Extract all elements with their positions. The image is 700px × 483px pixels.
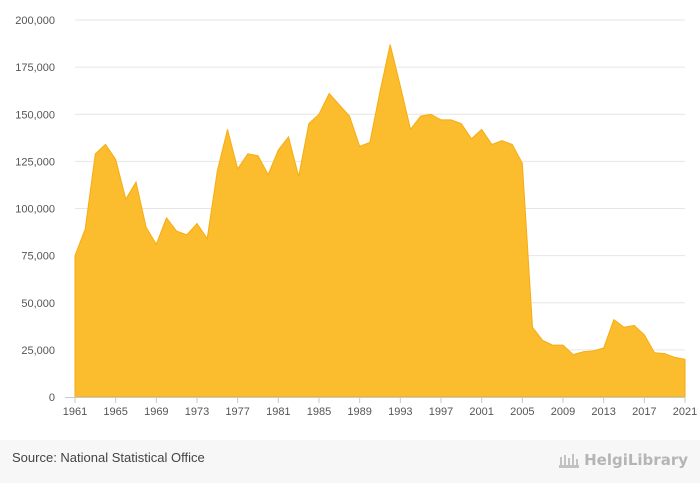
y-tick-label: 75,000 <box>21 251 55 263</box>
chart-footer: Source: National Statistical Office Helg… <box>0 440 700 483</box>
data-point <box>501 139 504 142</box>
data-point <box>155 243 158 246</box>
x-tick-label: 1977 <box>225 406 249 418</box>
x-tick-label: 2017 <box>632 406 656 418</box>
data-point <box>226 128 229 131</box>
data-point <box>409 128 412 131</box>
data-point <box>490 143 493 146</box>
data-point <box>572 353 575 356</box>
data-point <box>297 175 300 178</box>
data-point <box>602 346 605 349</box>
y-tick-label: 150,000 <box>15 109 55 121</box>
x-tick-label: 1981 <box>266 406 290 418</box>
y-tick-label: 25,000 <box>21 345 55 357</box>
data-point <box>368 141 371 144</box>
data-point <box>673 356 676 359</box>
data-point <box>379 90 382 93</box>
data-point <box>175 230 178 233</box>
x-tick-label: 1993 <box>388 406 412 418</box>
area-chart: 0 25,000 50,000 75,000 100,000 125,000 150,000… <box>15 15 697 418</box>
x-tick-label: 1985 <box>307 406 331 418</box>
y-tick-label: 0 <box>49 392 55 404</box>
data-point <box>643 333 646 336</box>
data-point <box>663 352 666 355</box>
data-point <box>684 358 687 361</box>
data-point <box>623 326 626 329</box>
data-point <box>470 137 473 140</box>
data-point <box>307 122 310 125</box>
data-point <box>206 237 209 240</box>
data-point <box>114 158 117 161</box>
x-axis: 1961 1965 1969 1973 1977 1981 1985 1989 1993 1997… <box>63 397 697 418</box>
y-tick-label: 175,000 <box>15 62 55 74</box>
data-point <box>429 113 432 116</box>
data-point <box>592 349 595 352</box>
y-tick-label: 50,000 <box>21 298 55 310</box>
data-point <box>633 324 636 327</box>
data-point <box>145 226 148 229</box>
library-icon <box>559 454 580 468</box>
y-tick-label: 100,000 <box>15 204 55 216</box>
data-point <box>277 149 280 152</box>
x-tick-label: 2005 <box>510 406 534 418</box>
data-point <box>551 344 554 347</box>
data-point <box>358 145 361 148</box>
data-point <box>480 128 483 131</box>
x-tick-label: 1969 <box>144 406 168 418</box>
y-tick-label: 125,000 <box>15 156 55 168</box>
y-tick-label: 200,000 <box>15 15 55 27</box>
data-point <box>246 152 249 155</box>
x-tick-label: 1989 <box>347 406 371 418</box>
data-point <box>94 152 97 155</box>
data-point <box>165 216 168 219</box>
data-point <box>348 115 351 118</box>
data-area <box>74 43 687 398</box>
data-point <box>267 173 270 176</box>
data-point <box>582 350 585 353</box>
area-series <box>74 44 686 398</box>
logo-text: HelgiLibrary <box>584 451 688 469</box>
data-point <box>389 43 392 46</box>
data-point <box>521 162 524 165</box>
data-point <box>236 167 239 170</box>
data-point <box>419 115 422 118</box>
data-point <box>124 198 127 201</box>
x-tick-label: 1997 <box>429 406 453 418</box>
data-point <box>84 228 87 231</box>
x-tick-label: 1961 <box>63 406 87 418</box>
data-point <box>562 344 565 347</box>
x-tick-label: 2001 <box>469 406 493 418</box>
data-point <box>135 181 138 184</box>
data-point <box>196 222 199 225</box>
data-point <box>287 135 290 138</box>
x-tick-label: 2013 <box>591 406 615 418</box>
x-tick-label: 2009 <box>551 406 575 418</box>
data-point <box>399 84 402 87</box>
data-point <box>328 92 331 95</box>
data-point <box>531 326 534 329</box>
data-point <box>104 143 107 146</box>
data-point <box>450 118 453 121</box>
data-point <box>257 154 260 157</box>
data-point <box>185 233 188 236</box>
source-text: Source: National Statistical Office <box>12 450 205 465</box>
data-point <box>318 113 321 116</box>
x-tick-label: 1973 <box>185 406 209 418</box>
data-point <box>541 339 544 342</box>
x-tick-label: 2021 <box>673 406 697 418</box>
helgilibrary-logo[interactable]: HelgiLibrary <box>558 449 688 471</box>
data-point <box>338 103 341 106</box>
data-point <box>653 351 656 354</box>
data-point <box>216 169 219 172</box>
data-point <box>511 143 514 146</box>
data-point <box>440 118 443 121</box>
data-point <box>74 254 77 257</box>
data-point <box>612 318 615 321</box>
y-axis-tick-labels: 0 25,000 50,000 75,000 100,000 125,000 150,000… <box>15 15 55 404</box>
data-point <box>460 122 463 125</box>
x-tick-label: 1965 <box>103 406 127 418</box>
